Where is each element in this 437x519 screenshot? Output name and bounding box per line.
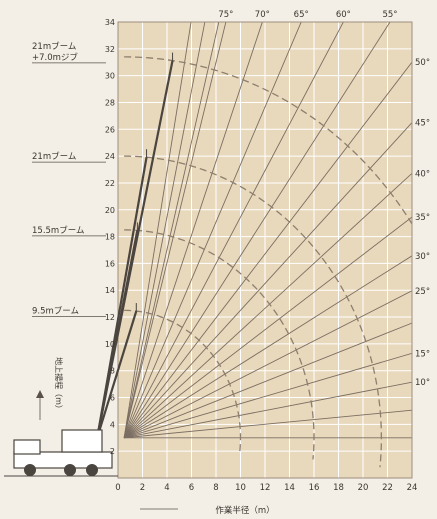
- y-axis-arrow-head: [36, 390, 44, 398]
- angle-line-30: [123, 255, 412, 439]
- y-tick-label-14: 14: [105, 286, 115, 295]
- y-tick-label-18: 18: [105, 233, 115, 242]
- y-tick-label-16: 16: [105, 259, 115, 268]
- angle-label-60: 60°: [336, 10, 351, 20]
- y-tick-label-22: 22: [105, 179, 115, 188]
- x-tick-label-22: 22: [382, 483, 393, 493]
- boom-length-label-2: 15.5mブーム: [32, 225, 84, 236]
- x-tick-label-12: 12: [260, 483, 271, 493]
- angle-line-78: [123, 22, 206, 438]
- angle-line-5: [124, 409, 412, 439]
- x-tick-label-10: 10: [235, 483, 246, 493]
- truck-wheel-1: [24, 464, 36, 476]
- angle-line-45: [123, 121, 412, 439]
- boom-length-label-1: 9.5mブーム: [32, 305, 79, 316]
- angle-label-40: 40°: [415, 169, 430, 179]
- angle-line-60: [123, 22, 344, 438]
- angle-line-76: [123, 22, 220, 438]
- y-tick-label-20: 20: [105, 206, 115, 215]
- angle-line-25: [123, 290, 412, 439]
- boom-length-label-4-line2: +7.0mジブ: [32, 52, 78, 63]
- y-tick-label-10: 10: [105, 340, 115, 349]
- x-tick-label-14: 14: [284, 483, 295, 493]
- angle-label-25: 25°: [415, 287, 430, 297]
- truck-wheel-2: [64, 464, 76, 476]
- boom-silhouette-4: [96, 60, 174, 438]
- x-tick-label-6: 6: [189, 483, 194, 493]
- angle-label-35: 35°: [415, 213, 430, 223]
- y-tick-label-4: 4: [110, 420, 115, 429]
- x-tick-label-4: 4: [164, 483, 169, 493]
- x-tick-label-0: 0: [115, 483, 120, 493]
- boom-length-label-4: 21mブーム: [32, 41, 76, 52]
- angle-label-15: 15°: [415, 349, 430, 359]
- angle-line-20: [123, 322, 412, 439]
- truck-wheel-3: [86, 464, 98, 476]
- angle-line-70: [123, 22, 263, 438]
- x-tick-label-24: 24: [407, 483, 418, 493]
- y-tick-label-34: 34: [105, 18, 115, 27]
- angle-label-75: 75°: [218, 10, 233, 20]
- y-axis-label: 地上揚程（m）: [54, 357, 64, 413]
- angle-line-80: [123, 22, 192, 438]
- angle-line-75: [123, 22, 227, 438]
- y-tick-label-6: 6: [110, 394, 115, 403]
- truck-crane-base: [61, 429, 103, 453]
- angle-label-45: 45°: [415, 119, 430, 129]
- y-tick-label-24: 24: [105, 152, 115, 161]
- x-tick-label-20: 20: [358, 483, 369, 493]
- y-tick-label-28: 28: [105, 98, 115, 107]
- x-tick-label-18: 18: [333, 483, 344, 493]
- angle-label-30: 30°: [415, 252, 430, 262]
- x-tick-label-8: 8: [213, 483, 218, 493]
- x-axis-label: 作業半径（m）: [215, 505, 274, 516]
- angle-line-40: [123, 172, 412, 439]
- y-tick-label-32: 32: [105, 45, 115, 54]
- x-tick-label-16: 16: [309, 483, 320, 493]
- angle-label-65: 65°: [294, 10, 309, 20]
- x-tick-label-2: 2: [140, 483, 145, 493]
- y-tick-label-2: 2: [110, 447, 115, 456]
- angle-line-55: [123, 22, 391, 439]
- y-tick-label-30: 30: [105, 72, 115, 81]
- boom-reach-arc-4: [124, 56, 412, 226]
- boom-length-label-3: 21mブーム: [32, 151, 76, 162]
- y-tick-label-8: 8: [110, 367, 115, 376]
- boom-silhouette-1: [96, 310, 138, 439]
- angle-label-10: 10°: [415, 378, 430, 388]
- angle-label-50: 50°: [415, 58, 430, 68]
- truck-cab: [13, 439, 41, 455]
- y-tick-label-26: 26: [105, 125, 115, 134]
- plot-frame: [117, 21, 413, 479]
- angle-line-35: [123, 216, 412, 439]
- y-tick-label-12: 12: [105, 313, 115, 322]
- boom-reach-arc-1: [124, 309, 242, 452]
- angle-line-10: [124, 381, 412, 439]
- angle-line-65: [123, 22, 302, 438]
- boom-reach-arc-2: [124, 229, 315, 460]
- angle-label-55: 55°: [382, 10, 397, 20]
- angle-label-70: 70°: [255, 10, 270, 20]
- boom-reach-arc-3: [124, 155, 383, 468]
- angle-line-50: [123, 61, 412, 439]
- angle-line-15: [123, 352, 412, 439]
